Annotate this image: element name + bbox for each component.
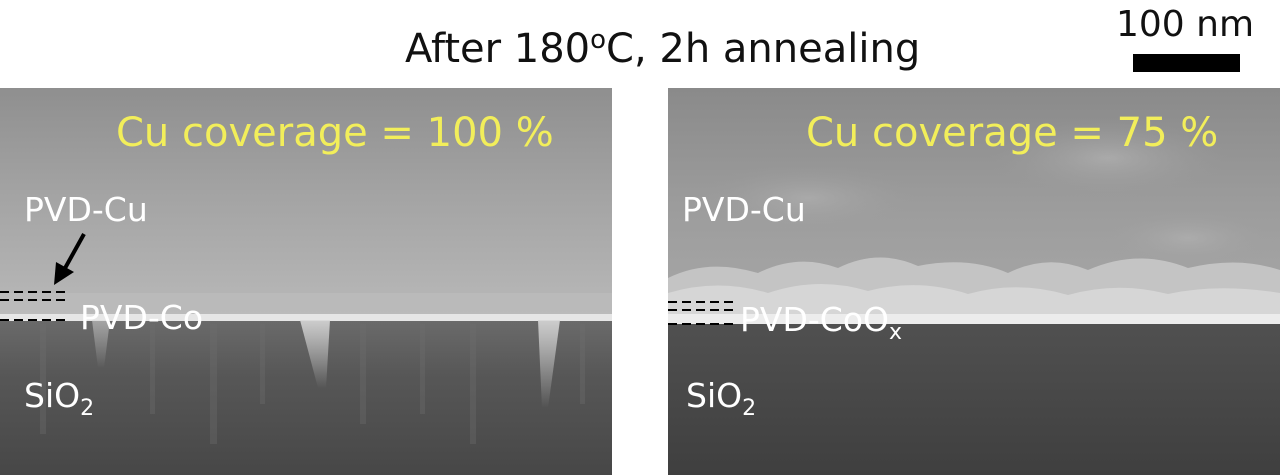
top-layer-label-right: PVD-Cu [682,190,806,229]
scale-bar [1133,54,1240,72]
title-prefix: After 180 [405,26,591,72]
degree-symbol: o [590,25,607,55]
arrow-icon [62,233,86,271]
mid-layer-label-left: PVD-Co [80,298,204,337]
figure-title: After 180oC, 2h annealing [405,10,921,72]
sem-image-right [668,88,1280,475]
sem-image-left [0,88,612,475]
coverage-label-right: Cu coverage = 75 % [806,110,1219,156]
top-layer-label-left: PVD-Cu [24,190,148,229]
mid-layer-label-right: PVD-CoOx [740,300,903,345]
substrate-label-right: SiO2 [686,376,757,421]
sem-panel-right: Cu coverage = 75 % PVD-Cu PVD-CoOx SiO2 [668,88,1280,475]
scale-bar-label: 100 nm [1115,4,1255,45]
title-suffix: C, 2h annealing [606,26,921,72]
substrate-label-left: SiO2 [24,376,95,421]
sem-panel-left: Cu coverage = 100 % PVD-Cu PVD-Co SiO2 [0,88,612,475]
coverage-label-left: Cu coverage = 100 % [116,110,554,156]
